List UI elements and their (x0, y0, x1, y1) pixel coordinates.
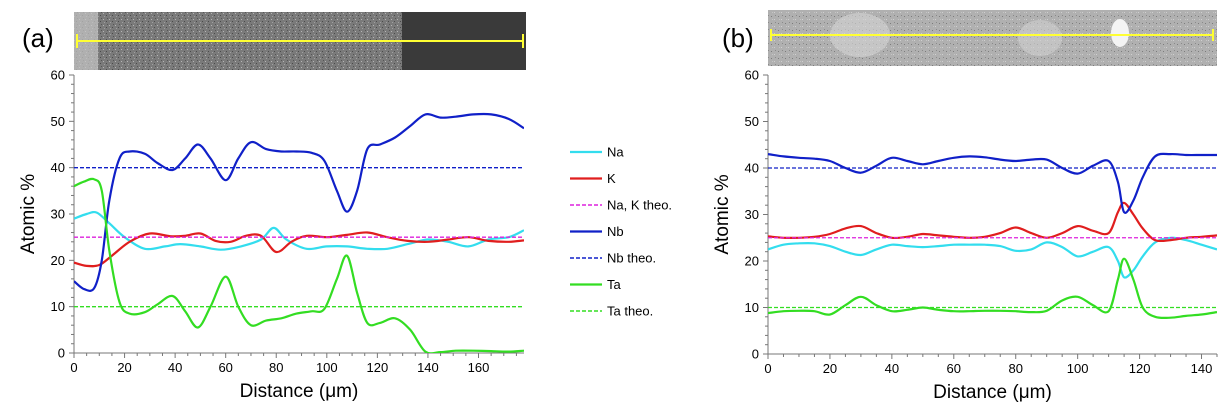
y-tick-label: 40 (745, 161, 759, 176)
y-tick-label: 50 (745, 114, 759, 129)
legend-item: Na (570, 145, 624, 160)
y-tick-label: 20 (745, 254, 759, 269)
series-ta-line (768, 257, 1217, 320)
legend-label: Na (607, 145, 624, 160)
chart-a: 0 10 20 30 40 50 60 0 20 40 60 80 100 120 140 160 Distan… (18, 68, 524, 402)
x-tick-label: 60 (947, 361, 961, 376)
legend-label: Nb (607, 224, 624, 239)
x-tick-label: 140 (417, 360, 439, 375)
legend-item: Ta theo. (570, 304, 653, 319)
x-tick-label: 0 (764, 361, 771, 376)
legend-label: Ta theo. (607, 304, 653, 319)
y-tick-label: 0 (752, 347, 759, 362)
x-tick-label: 40 (168, 360, 182, 375)
legend-label: Ta (607, 277, 622, 292)
x-tick-label: 120 (1129, 361, 1151, 376)
x-tick-label: 80 (1008, 361, 1022, 376)
legend-label: Na, K theo. (607, 198, 672, 213)
y-tick-label: 40 (51, 160, 65, 175)
x-tick-label: 20 (117, 360, 131, 375)
x-tick-label: 0 (70, 360, 77, 375)
y-axis-title: Atomic % (712, 174, 733, 254)
series-k-line (768, 201, 1217, 243)
x-tick-label: 100 (1067, 361, 1089, 376)
x-tick-label: 140 (1191, 361, 1213, 376)
legend-item: Na, K theo. (570, 198, 672, 213)
y-tick-label: 0 (58, 346, 65, 361)
legend-item: K (570, 171, 616, 186)
y-tick-label: 10 (51, 299, 65, 314)
panel-label-b: (b) (722, 23, 754, 53)
y-tick-label: 60 (745, 68, 759, 83)
x-axis-title: Distance (μm) (240, 381, 359, 402)
series-na-line (74, 210, 524, 251)
legend: Na K Na, K theo. Nb Nb theo. Ta Ta theo. (570, 145, 672, 319)
y-tick-label: 60 (51, 68, 65, 83)
legend-label: Nb theo. (607, 251, 656, 266)
x-tick-label: 120 (367, 360, 389, 375)
chart-b: 0 10 20 30 40 50 60 0 20 40 60 80 100 120 140 Distance … (712, 68, 1218, 403)
y-tick-label: 10 (745, 300, 759, 315)
series-nb-line (768, 152, 1217, 214)
y-axis-title: Atomic % (18, 174, 39, 254)
y-tick-label: 20 (51, 253, 65, 268)
y-tick-label: 30 (51, 207, 65, 222)
series-ta-line (74, 177, 524, 353)
series-group (768, 152, 1217, 320)
series-na-line (768, 236, 1217, 279)
x-tick-label: 20 (823, 361, 837, 376)
y-tick-label: 30 (745, 207, 759, 222)
series-k-line (74, 231, 524, 268)
legend-label: K (607, 171, 616, 186)
legend-item: Ta (570, 277, 622, 292)
series-group (74, 112, 524, 353)
x-axis-title: Distance (μm) (933, 382, 1052, 403)
legend-item: Nb (570, 224, 624, 239)
micrograph-b (768, 10, 1217, 66)
x-tick-label: 80 (269, 360, 283, 375)
panel-label-a: (a) (22, 23, 54, 53)
x-tick-label: 40 (885, 361, 899, 376)
x-tick-label: 100 (316, 360, 338, 375)
x-tick-label: 160 (468, 360, 490, 375)
series-nb-line (74, 112, 524, 292)
micrograph-a (74, 12, 526, 70)
y-tick-label: 50 (51, 114, 65, 129)
legend-item: Nb theo. (570, 251, 656, 266)
x-tick-label: 60 (218, 360, 232, 375)
